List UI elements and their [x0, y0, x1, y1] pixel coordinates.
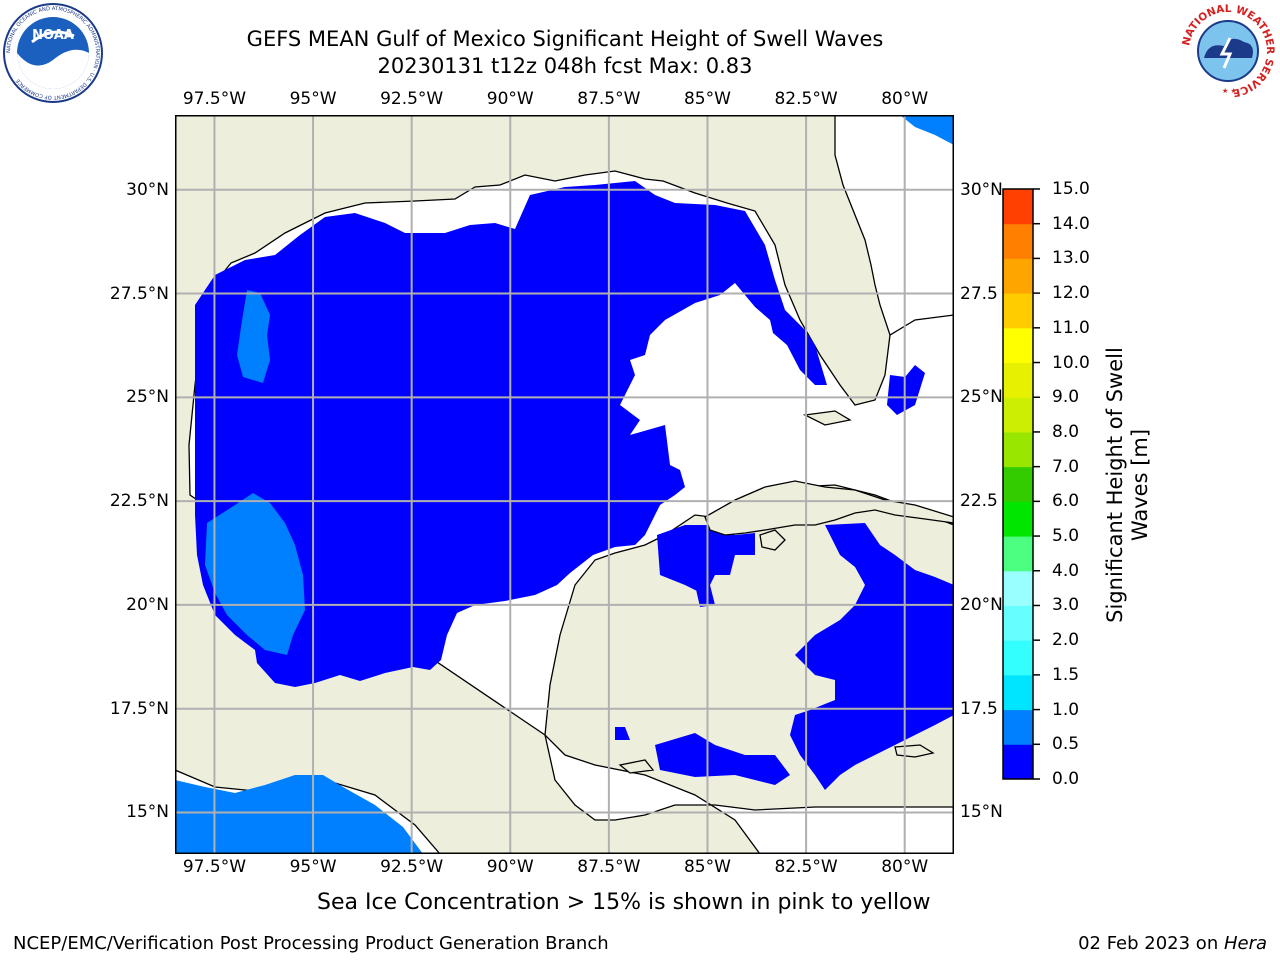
- svg-text:★ ★: ★ ★: [1222, 87, 1237, 95]
- top-lon-label: 90°W: [486, 89, 534, 109]
- colorbar: [1002, 188, 1040, 780]
- colorbar-title-line2: Waves [m]: [1128, 428, 1152, 542]
- colorbar-band: [1003, 605, 1033, 641]
- top-lon-label: 97.5°W: [182, 89, 247, 109]
- right-lat-label: 25°N: [960, 387, 1003, 408]
- colorbar-tick-label: 1.5: [1052, 664, 1080, 685]
- colorbar-tick-label: 2.0: [1052, 630, 1080, 651]
- colorbar-tick-label: 0.5: [1052, 734, 1080, 755]
- top-lon-label: 82.5°W: [774, 89, 838, 109]
- colorbar-band: [1003, 362, 1033, 398]
- colorbar-tick-label: 7.0: [1052, 456, 1080, 477]
- footer-host: Hera: [1223, 933, 1267, 954]
- nws-logo: NATIONAL WEATHER SERVICE ★ ★: [1180, 3, 1276, 99]
- bottom-lon-label: 90°W: [486, 857, 534, 877]
- colorbar-tick-label: 15.0: [1052, 179, 1090, 199]
- colorbar-band: [1003, 501, 1033, 537]
- colorbar-band: [1003, 258, 1033, 294]
- colorbar-tick-label: 11.0: [1052, 317, 1090, 338]
- sea-ice-note: Sea Ice Concentration > 15% is shown in …: [317, 890, 931, 915]
- swell-field-caribbean: [615, 365, 954, 790]
- chart-title: GEFS MEAN Gulf of Mexico Significant Hei…: [246, 27, 884, 51]
- chart-subtitle: 20230131 t12z 048h fcst Max: 0.83: [377, 54, 753, 78]
- bottom-lon-label: 87.5°W: [577, 857, 641, 877]
- left-lat-label: 15°N: [126, 802, 169, 823]
- colorbar-band: [1003, 570, 1033, 606]
- colorbar-band: [1003, 536, 1033, 572]
- islands: [618, 410, 935, 774]
- colorbar-tick-label: 10.0: [1052, 352, 1090, 373]
- colorbar-band: [1003, 709, 1033, 745]
- colorbar-tick-label: 6.0: [1052, 491, 1080, 512]
- colorbar-title-line1: Significant Height of Swell: [1103, 347, 1127, 623]
- colorbar-band: [1003, 293, 1033, 329]
- footer-date: 02 Feb 2023 on Hera: [1078, 933, 1267, 954]
- right-lat-label: 15°N: [960, 802, 1003, 823]
- noaa-logo-text: NOAA: [32, 28, 74, 43]
- top-lon-label: 87.5°W: [577, 89, 641, 109]
- colorbar-band: [1003, 674, 1033, 711]
- colorbar-band: [1003, 327, 1033, 364]
- left-lat-label: 17.5°N: [109, 698, 169, 719]
- footer-branch: NCEP/EMC/Verification Post Processing Pr…: [13, 933, 609, 954]
- top-lon-label: 80°W: [881, 89, 929, 109]
- footer-date-text: 02 Feb 2023 on: [1078, 933, 1224, 954]
- graticule: [175, 115, 954, 854]
- colorbar-band: [1003, 640, 1033, 676]
- colorbar-band: [1003, 466, 1033, 502]
- left-lat-label: 30°N: [126, 179, 169, 200]
- colorbar-band: [1003, 189, 1033, 225]
- left-lat-label: 22.5°N: [109, 491, 169, 512]
- left-lat-label: 27.5°N: [109, 283, 169, 304]
- colorbar-tick-label: 3.0: [1052, 595, 1080, 616]
- right-lat-label: 27.5: [960, 283, 998, 304]
- right-lat-label: 30°N: [960, 179, 1003, 200]
- colorbar-title: Significant Height of Swell Waves [m]: [1103, 275, 1153, 695]
- colorbar-tick-label: 12.0: [1052, 283, 1090, 304]
- bottom-lon-label: 85°W: [683, 857, 731, 877]
- bottom-lon-label: 97.5°W: [182, 857, 247, 877]
- colorbar-tick-label: 4.0: [1052, 560, 1080, 581]
- colorbar-tick-label: 13.0: [1052, 248, 1090, 269]
- top-lon-label: 92.5°W: [380, 89, 444, 109]
- colorbar-band: [1003, 744, 1033, 780]
- right-lat-label: 20°N: [960, 594, 1003, 615]
- bottom-lon-label: 92.5°W: [380, 857, 444, 877]
- colorbar-tick-label: 1.0: [1052, 699, 1080, 720]
- colorbar-tick-label: 14.0: [1052, 213, 1090, 234]
- colorbar-band: [1003, 431, 1033, 468]
- atlantic-water: [834, 115, 954, 336]
- left-lat-label: 25°N: [126, 387, 169, 408]
- right-lat-label: 22.5: [960, 491, 998, 512]
- top-lon-label: 95°W: [289, 89, 337, 109]
- bottom-lon-label: 95°W: [289, 857, 337, 877]
- map-panel: [175, 115, 954, 854]
- colorbar-tick-label: 0.0: [1052, 769, 1080, 789]
- cuba: [704, 480, 954, 536]
- colorbar-band: [1003, 223, 1033, 259]
- colorbar-tick-label: 8.0: [1052, 421, 1080, 442]
- left-lat-label: 20°N: [126, 594, 169, 615]
- colorbar-tick-label: 5.0: [1052, 526, 1080, 547]
- colorbar-tick-label: 9.0: [1052, 387, 1080, 408]
- noaa-logo: NOAA NATIONAL OCEANIC AND ATMOSPHERIC AD…: [3, 3, 103, 103]
- right-lat-label: 17.5: [960, 698, 998, 719]
- bottom-lon-label: 82.5°W: [774, 857, 838, 877]
- bottom-lon-label: 80°W: [881, 857, 929, 877]
- colorbar-band: [1003, 397, 1033, 433]
- top-lon-label: 85°W: [683, 89, 731, 109]
